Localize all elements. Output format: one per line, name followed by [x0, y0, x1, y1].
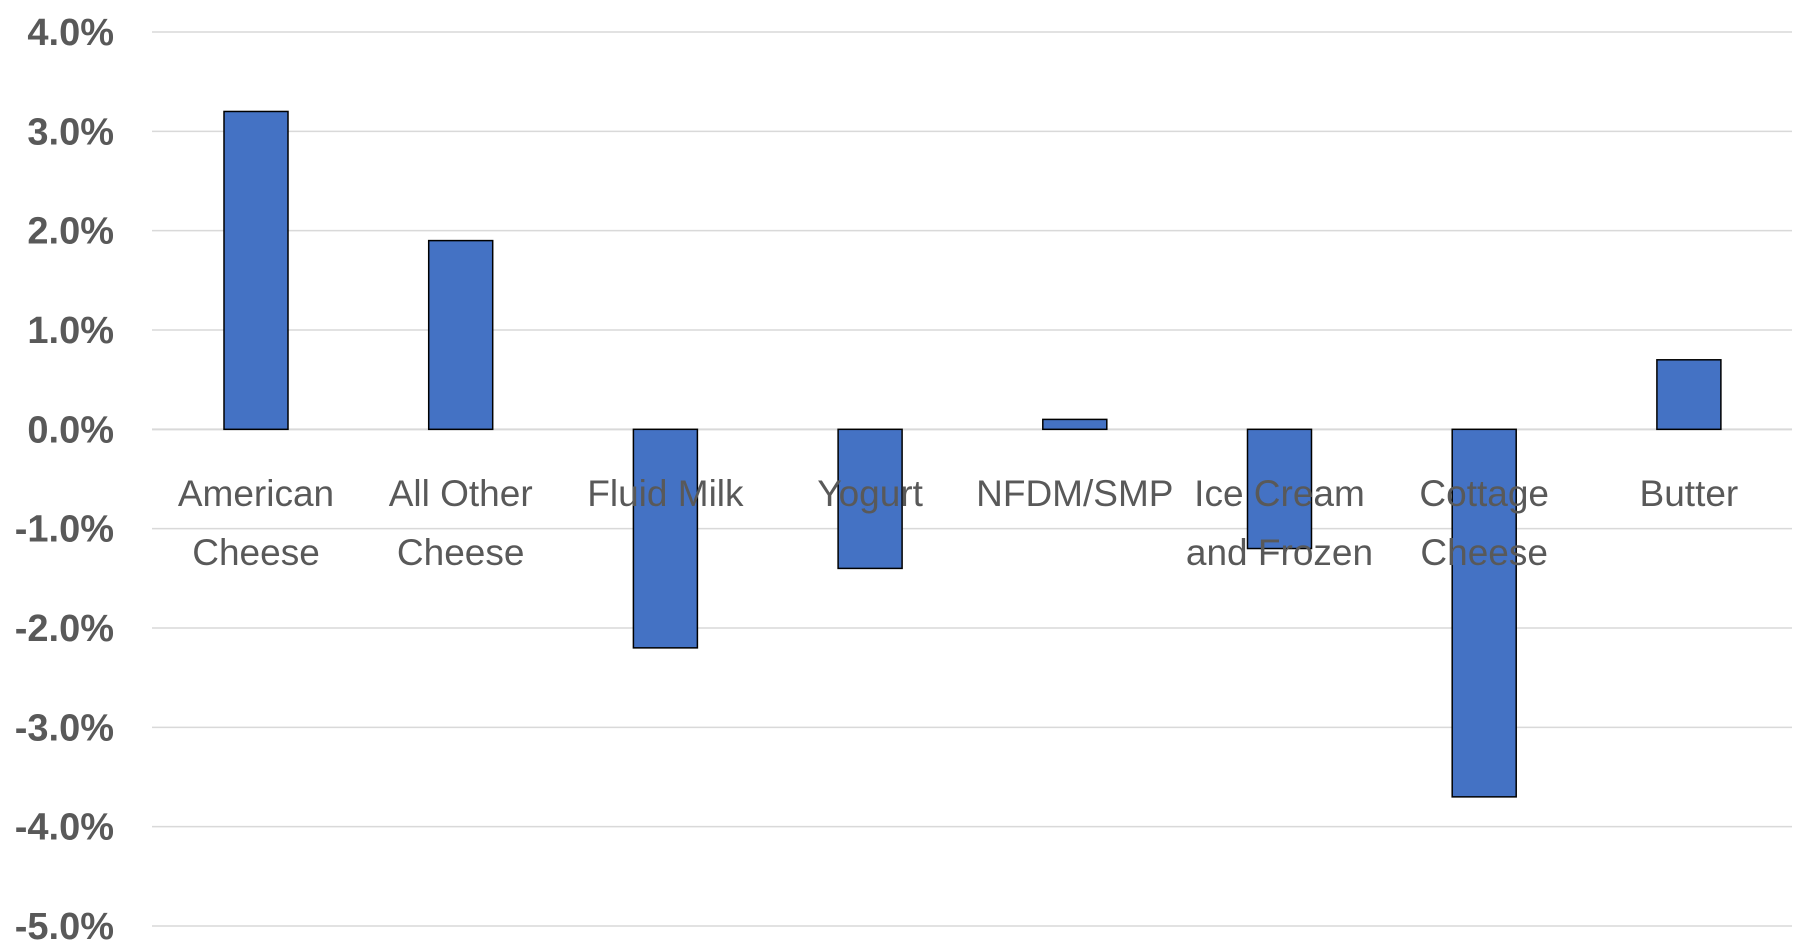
bar	[1246, 428, 1313, 550]
bar	[632, 428, 699, 649]
y-tick-label: 3.0%	[27, 111, 114, 153]
bar	[427, 239, 494, 431]
y-tick-label: -1.0%	[15, 509, 114, 551]
gridlines	[152, 31, 1792, 927]
category-label: Cheese	[1420, 532, 1548, 573]
bar	[1451, 428, 1517, 798]
y-tick-label: 4.0%	[27, 12, 114, 54]
bar	[1042, 418, 1108, 431]
category-label: Butter	[1640, 473, 1739, 514]
bar	[837, 428, 903, 570]
y-tick-label: 0.0%	[27, 409, 114, 451]
y-tick-label: -2.0%	[15, 608, 114, 650]
category-label: and Frozen	[1186, 532, 1373, 573]
category-label: Cottage	[1419, 473, 1549, 514]
category-label: Ice Cream	[1194, 473, 1365, 514]
y-tick-label: -4.0%	[15, 807, 114, 849]
y-tick-label: -5.0%	[15, 906, 114, 947]
category-label: NFDM/SMP	[976, 473, 1173, 514]
category-label: Cheese	[397, 532, 525, 573]
category-label: American	[178, 473, 334, 514]
y-tick-label: 1.0%	[27, 310, 114, 352]
bar	[223, 110, 289, 431]
x-axis-category-labels: American Cheese All Other Cheese Fluid Milk Y…	[178, 473, 1738, 573]
y-tick-label: -3.0%	[15, 707, 114, 749]
bars	[223, 110, 1722, 798]
category-label: All Other	[389, 473, 533, 514]
category-label: Cheese	[192, 532, 320, 573]
bar	[1656, 359, 1722, 431]
category-label: Yogurt	[817, 473, 923, 514]
category-label: Fluid Milk	[587, 473, 744, 514]
y-tick-label: 2.0%	[27, 211, 114, 253]
y-axis-tick-labels: 4.0% 3.0% 2.0% 1.0% 0.0% -1.0% -2.0% -3.0% -4.0%…	[15, 12, 114, 947]
